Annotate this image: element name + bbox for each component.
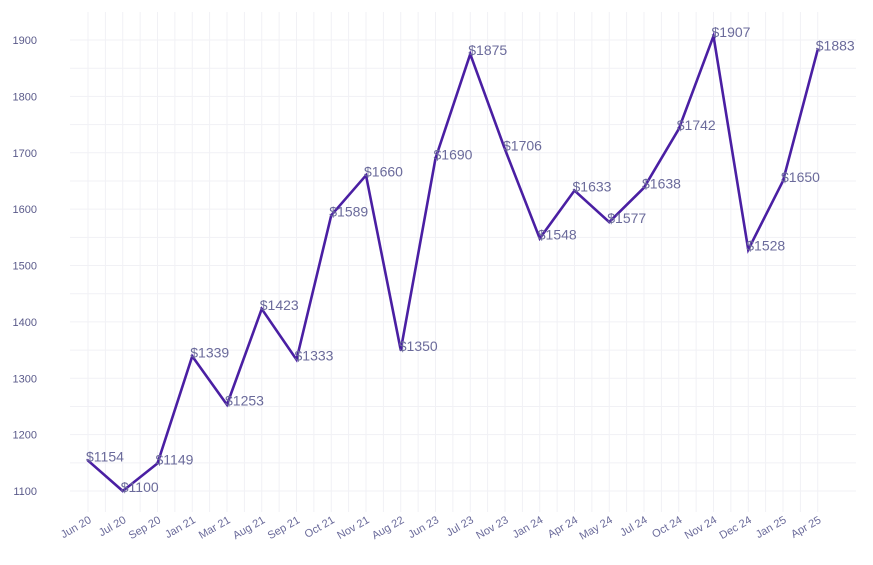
data-point bbox=[747, 248, 750, 251]
x-tick-label: Jan 21 bbox=[163, 514, 198, 541]
x-tick-label: Jun 23 bbox=[406, 514, 441, 541]
data-label: $1339 bbox=[190, 344, 229, 360]
x-tick-label: Mar 21 bbox=[197, 514, 233, 542]
y-tick-label: 1600 bbox=[13, 204, 37, 216]
x-tick-label: Nov 21 bbox=[335, 514, 371, 542]
x-tick-label: Oct 24 bbox=[650, 514, 684, 541]
data-label: $1907 bbox=[712, 24, 751, 40]
data-label: $1742 bbox=[677, 117, 716, 133]
y-tick-label: 1500 bbox=[13, 261, 37, 273]
data-point bbox=[677, 127, 680, 131]
data-label: $1423 bbox=[260, 297, 299, 313]
y-tick-label: 1400 bbox=[13, 317, 37, 329]
y-tick-label: 1100 bbox=[13, 486, 37, 498]
data-label: $1253 bbox=[225, 393, 264, 409]
data-point bbox=[330, 214, 333, 217]
data-point bbox=[260, 307, 263, 311]
x-tick-label: Dec 24 bbox=[718, 514, 754, 542]
x-tick-label: Jul 20 bbox=[97, 514, 128, 539]
data-point bbox=[573, 189, 576, 192]
data-label: $1333 bbox=[295, 348, 334, 364]
x-tick-label: Sep 20 bbox=[127, 514, 163, 542]
y-tick-label: 1300 bbox=[13, 373, 37, 385]
data-point bbox=[608, 220, 611, 224]
series-line bbox=[86, 31, 820, 493]
data-point bbox=[399, 348, 402, 352]
data-point bbox=[364, 174, 368, 177]
data-label: $1875 bbox=[468, 42, 507, 58]
x-tick-label: Nov 24 bbox=[683, 514, 719, 542]
y-tick-label: 1900 bbox=[13, 35, 37, 47]
x-tick-label: Apr 24 bbox=[546, 514, 580, 541]
data-label: $1100 bbox=[121, 479, 159, 495]
data-label: $1577 bbox=[607, 210, 646, 226]
data-label: $1883 bbox=[816, 38, 855, 54]
data-point bbox=[469, 52, 472, 56]
data-label: $1690 bbox=[434, 146, 473, 162]
data-point bbox=[503, 148, 507, 151]
data-point bbox=[295, 358, 298, 361]
data-label: $1149 bbox=[156, 451, 194, 467]
y-axis: 1100 1200 1300 1400 1500 1600 1700 1800 1900 bbox=[13, 35, 37, 498]
data-point bbox=[225, 403, 229, 406]
data-point bbox=[712, 34, 715, 38]
series-price bbox=[86, 31, 820, 493]
data-label: $1638 bbox=[642, 176, 681, 192]
grid bbox=[70, 12, 856, 512]
data-point bbox=[86, 459, 90, 462]
data-label: $1660 bbox=[364, 163, 403, 179]
data-point bbox=[642, 186, 646, 189]
data-point bbox=[191, 355, 194, 358]
y-tick-label: 1200 bbox=[13, 430, 37, 442]
data-label: $1154 bbox=[86, 449, 124, 465]
data-label: $1650 bbox=[781, 169, 820, 185]
x-tick-label: Jan 24 bbox=[511, 514, 546, 541]
x-tick-label: Aug 22 bbox=[370, 514, 406, 542]
x-tick-label: Apr 25 bbox=[789, 514, 823, 541]
x-tick-label: Sep 21 bbox=[266, 514, 302, 542]
x-tick-label: Oct 21 bbox=[303, 514, 337, 541]
data-label: $1633 bbox=[573, 179, 612, 195]
data-point bbox=[434, 157, 437, 160]
data-point bbox=[538, 237, 541, 240]
data-point bbox=[156, 462, 159, 465]
data-point bbox=[781, 179, 785, 183]
data-label: $1528 bbox=[746, 238, 785, 254]
x-tick-label: Jul 23 bbox=[444, 514, 475, 539]
x-tick-label: Nov 23 bbox=[474, 514, 510, 542]
data-label: $1548 bbox=[538, 226, 577, 242]
x-tick-label: Jan 25 bbox=[754, 514, 789, 541]
data-point bbox=[816, 48, 819, 51]
y-tick-label: 1700 bbox=[13, 148, 37, 160]
data-label: $1706 bbox=[503, 137, 542, 153]
data-point bbox=[121, 489, 124, 493]
data-label: $1589 bbox=[329, 203, 368, 219]
x-tick-label: May 24 bbox=[578, 514, 615, 542]
x-tick-label: Jul 24 bbox=[618, 514, 649, 539]
data-label: $1350 bbox=[399, 338, 438, 354]
x-tick-label: Jun 20 bbox=[59, 514, 94, 541]
y-tick-label: 1800 bbox=[13, 91, 37, 103]
data-labels: $1154 $1100 $1149 $1339 $1253 $1423 $1333 $1589… bbox=[86, 24, 855, 495]
x-tick-label: Aug 21 bbox=[231, 514, 267, 542]
